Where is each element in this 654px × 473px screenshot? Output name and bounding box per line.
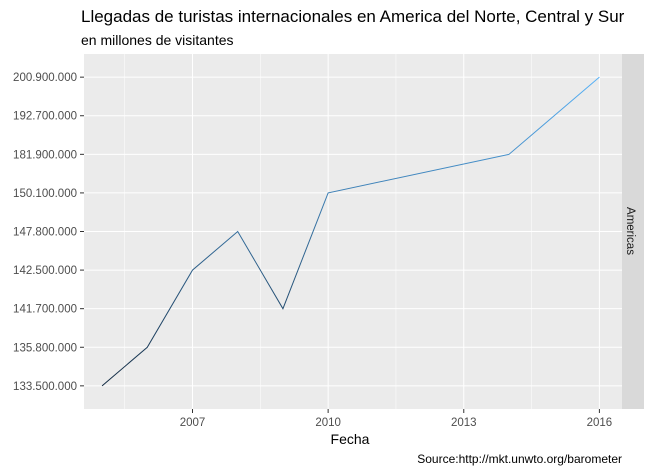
source-caption: Source:http://mkt.unwto.org/barometer xyxy=(417,452,622,466)
gridlines xyxy=(84,54,622,409)
y-tick-label: 141.700.000 xyxy=(13,304,77,316)
x-axis: 2007 2010 2013 2016 xyxy=(180,409,612,429)
y-tick-label: 150.100.000 xyxy=(13,188,77,200)
x-tick-label: 2010 xyxy=(315,417,341,429)
facet-strip-label: Americas xyxy=(624,207,636,255)
y-tick-label: 135.800.000 xyxy=(13,342,77,354)
y-tick-label: 142.500.000 xyxy=(13,265,77,277)
x-tick-label: 2013 xyxy=(451,417,477,429)
y-axis: 133.500.000 135.800.000 141.700.000 142.500… xyxy=(13,72,84,393)
y-tick-label: 133.500.000 xyxy=(13,381,77,393)
chart-subtitle: en millones de visitantes xyxy=(81,32,234,48)
y-tick-label: 181.900.000 xyxy=(13,149,77,161)
y-tick-label: 147.800.000 xyxy=(13,227,77,239)
y-tick-label: 192.700.000 xyxy=(13,111,77,123)
x-tick-label: 2016 xyxy=(587,417,613,429)
y-tick-label: 200.900.000 xyxy=(13,72,77,84)
x-axis-label: Fecha xyxy=(331,431,370,447)
x-tick-label: 2007 xyxy=(180,417,206,429)
facet-strip xyxy=(622,54,644,409)
chart-title: Llegadas de turistas internacionales en … xyxy=(81,7,625,26)
series-line xyxy=(101,76,600,387)
